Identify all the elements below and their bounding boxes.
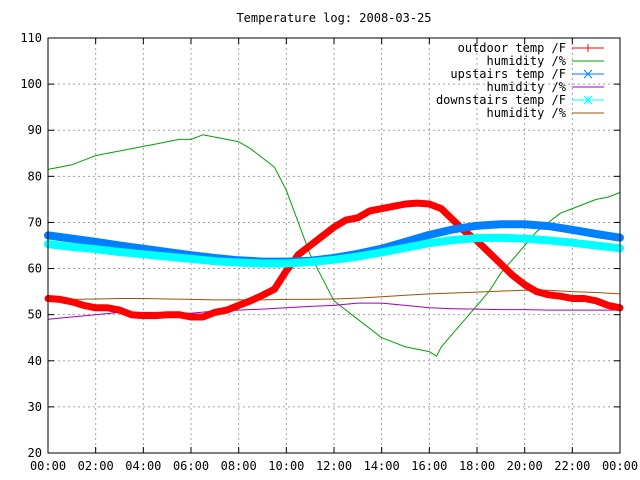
- x-tick-label: 00:00: [30, 459, 66, 473]
- y-tick-label: 70: [28, 215, 42, 229]
- x-tick-label: 16:00: [411, 459, 447, 473]
- x-tick-label: 12:00: [316, 459, 352, 473]
- x-tick-label: 06:00: [173, 459, 209, 473]
- x-tick-label: 14:00: [364, 459, 400, 473]
- series-line-4: [44, 233, 624, 268]
- legend-label: downstairs temp /F: [436, 93, 566, 107]
- x-tick-label: 10:00: [268, 459, 304, 473]
- legend-label: upstairs temp /F: [450, 67, 566, 81]
- y-tick-label: 110: [20, 31, 42, 45]
- y-tick-label: 50: [28, 308, 42, 322]
- x-tick-label: 02:00: [78, 459, 114, 473]
- x-tick-label: 00:00: [602, 459, 638, 473]
- y-tick-label: 20: [28, 446, 42, 460]
- x-tick-label: 04:00: [125, 459, 161, 473]
- x-axis: 00:00 02:00 04:00 06:00 08:00 10:00 12:00 14:00…: [30, 38, 638, 473]
- legend-label: humidity /%: [487, 106, 567, 120]
- y-tick-label: 80: [28, 169, 42, 183]
- y-tick-label: 30: [28, 400, 42, 414]
- x-tick-label: 22:00: [554, 459, 590, 473]
- y-tick-label: 100: [20, 77, 42, 91]
- y-tick-label: 40: [28, 354, 42, 368]
- series-line-1: [47, 134, 621, 357]
- x-tick-label: 08:00: [221, 459, 257, 473]
- x-tick-label: 18:00: [459, 459, 495, 473]
- legend-label: outdoor temp /F: [458, 41, 566, 55]
- legend-label: humidity /%: [487, 54, 567, 68]
- y-axis: 20 30 40 50 60 70 80 90 100 110: [20, 31, 620, 460]
- series-line-0: [44, 199, 624, 321]
- legend-marker: [583, 95, 593, 105]
- plot-area: [44, 134, 624, 357]
- chart-title: Temperature log: 2008-03-25: [236, 11, 431, 25]
- x-tick-label: 20:00: [507, 459, 543, 473]
- series-line-5: [47, 289, 621, 301]
- legend-label: humidity /%: [487, 80, 567, 94]
- legend-marker: [583, 69, 593, 79]
- y-tick-label: 60: [28, 262, 42, 276]
- y-tick-label: 90: [28, 123, 42, 137]
